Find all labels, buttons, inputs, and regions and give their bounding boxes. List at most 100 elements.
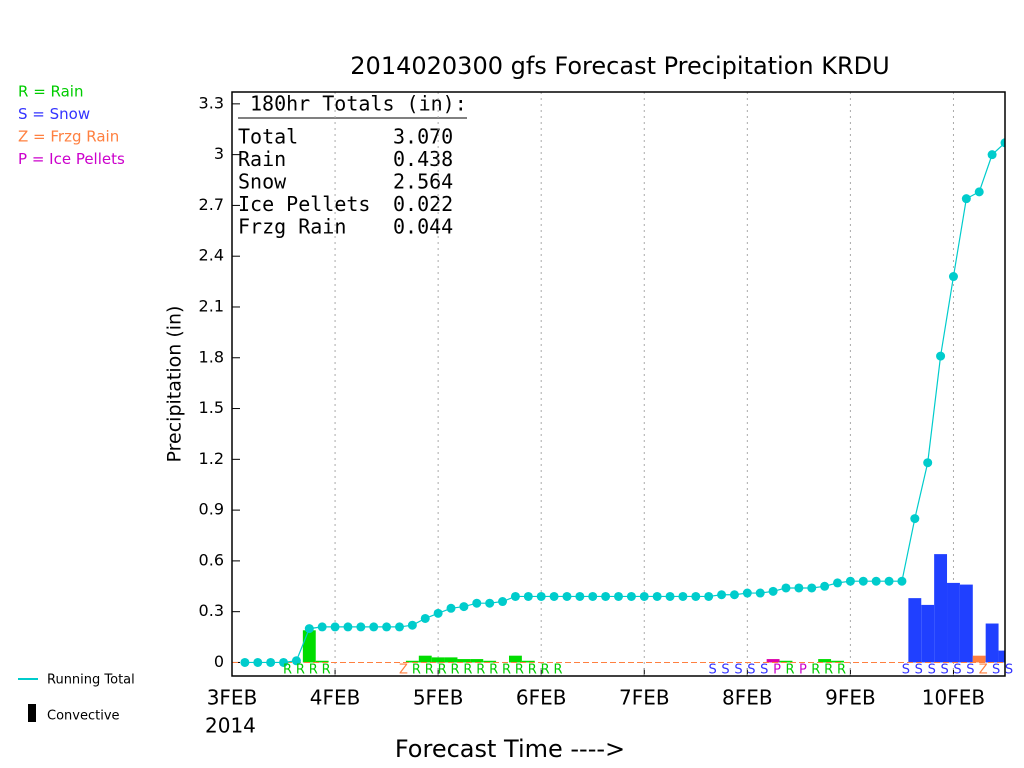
precip-type-letter: S	[940, 663, 948, 678]
running-total-point	[459, 602, 469, 612]
legend-entry: Convective	[47, 709, 120, 724]
precip-type-letter: S	[709, 663, 717, 678]
bar	[985, 623, 999, 663]
precip-type-letter: R	[322, 663, 331, 678]
legend-entry: Running Total	[47, 673, 135, 688]
running-total-point	[794, 583, 804, 593]
totals-value: 2.564	[393, 170, 453, 194]
x-tick-label: 8FEB	[722, 686, 773, 710]
running-total-point	[961, 194, 971, 204]
running-total-point	[433, 608, 443, 618]
precip-type-letter: S	[915, 663, 923, 678]
y-tick-label: 0.6	[199, 550, 224, 569]
totals-value: 0.022	[393, 192, 453, 216]
bar	[521, 660, 535, 663]
y-tick-label: 0.9	[199, 500, 224, 519]
precip-type-letter: R	[438, 663, 447, 678]
running-total-point	[279, 657, 289, 667]
precip-type-letter: S	[902, 663, 910, 678]
running-total-point	[382, 622, 392, 632]
precip-type-letter: R	[283, 663, 292, 678]
running-total-point	[407, 620, 417, 630]
running-total-point	[987, 150, 997, 160]
running-total-point	[858, 576, 868, 586]
running-total-point	[510, 591, 520, 601]
running-total-point	[704, 591, 714, 601]
totals-value: 0.438	[393, 147, 453, 171]
bar	[418, 655, 432, 663]
running-total-point	[446, 603, 456, 613]
y-tick-label: 0	[214, 652, 224, 671]
running-total-point	[691, 591, 701, 601]
running-total-point	[871, 576, 881, 586]
running-total-point	[253, 657, 263, 667]
running-total-point	[974, 187, 984, 197]
legend-entry: R = Rain	[18, 83, 84, 101]
running-total-point	[936, 351, 946, 361]
precip-type-letter: S	[992, 663, 1000, 678]
running-total-point	[678, 591, 688, 601]
running-total-point	[343, 622, 353, 632]
running-total-point	[549, 591, 559, 601]
precip-type-letter: R	[296, 663, 305, 678]
running-total-point	[923, 458, 933, 468]
running-total-point	[420, 613, 430, 623]
running-total-point	[884, 576, 894, 586]
bar	[315, 660, 329, 663]
x-tick-label: 10FEB	[922, 686, 985, 710]
running-total-point	[1000, 138, 1005, 148]
bar	[483, 660, 497, 663]
bar	[818, 659, 832, 663]
precip-type-letter: R	[425, 663, 434, 678]
bar	[934, 554, 948, 663]
running-total-point	[768, 586, 778, 596]
running-total-point	[833, 578, 843, 588]
precip-type-letter: R	[502, 663, 511, 678]
precip-type-letter: R	[811, 663, 820, 678]
running-total-point	[665, 591, 675, 601]
precip-type-letter: R	[541, 663, 550, 678]
precip-type-letter: R	[515, 663, 524, 678]
totals-label: Frzg Rain	[238, 215, 346, 239]
running-total-point	[807, 583, 817, 593]
precip-type-letter: R	[837, 663, 846, 678]
running-total-point	[536, 591, 546, 601]
running-total-point	[845, 576, 855, 586]
totals-value: 3.070	[393, 125, 453, 149]
bar	[405, 660, 419, 663]
running-total-point	[755, 588, 765, 598]
precip-type-letter: R	[412, 663, 421, 678]
precip-type-letter: S	[928, 663, 936, 678]
x-tick-label: 9FEB	[825, 686, 876, 710]
running-total-point	[369, 622, 379, 632]
bar	[908, 598, 922, 663]
running-total-point	[562, 591, 572, 601]
bar	[998, 650, 1005, 663]
running-total-point	[523, 591, 533, 601]
running-total-point	[304, 624, 314, 634]
running-total-point	[910, 514, 920, 524]
precip-type-letter: R	[476, 663, 485, 678]
legend-entry: P = Ice Pellets	[18, 150, 125, 168]
precip-type-letter: Z	[399, 663, 408, 678]
precip-type-letter: R	[450, 663, 459, 678]
precip-type-letter: S	[966, 663, 974, 678]
y-axis-label: Precipitation (in)	[164, 306, 186, 463]
bar	[972, 655, 986, 663]
precip-type-letter: S	[1005, 663, 1013, 678]
running-total-point	[897, 576, 907, 586]
plot	[232, 138, 1005, 667]
bar	[508, 655, 522, 663]
precip-type-letter: S	[760, 663, 768, 678]
running-total-point	[485, 598, 495, 608]
x-tick-label: 5FEB	[413, 686, 464, 710]
running-total-point	[330, 622, 340, 632]
running-total-point	[639, 591, 649, 601]
running-total-point	[394, 622, 404, 632]
running-total-point	[729, 590, 739, 600]
bar	[959, 584, 973, 663]
running-total-point	[588, 591, 598, 601]
running-total-point	[575, 591, 585, 601]
totals-value: 0.044	[393, 215, 453, 239]
